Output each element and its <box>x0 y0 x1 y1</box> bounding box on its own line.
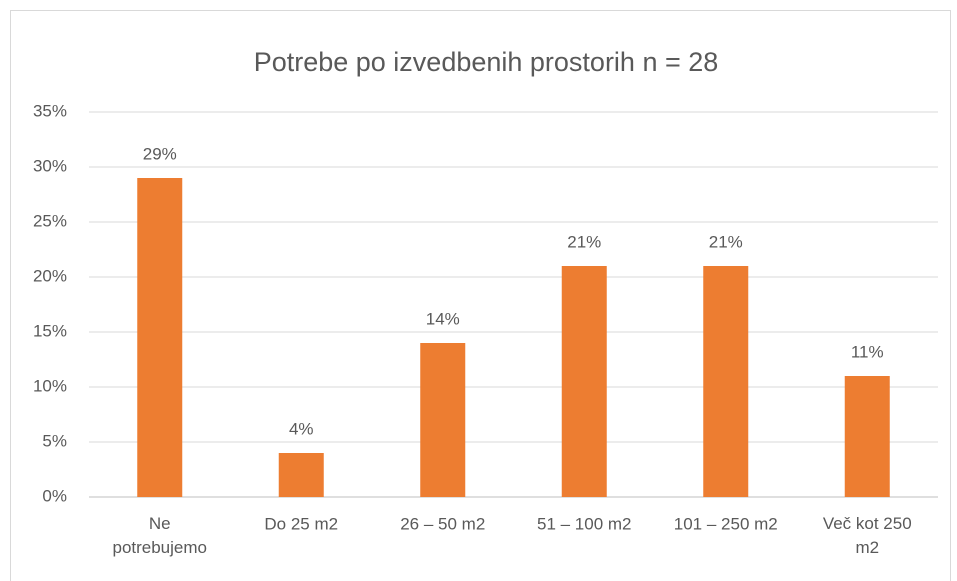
bar <box>703 266 749 497</box>
x-tick-label: 26 – 50 m2 <box>400 514 485 533</box>
x-tick-label: 101 – 250 m2 <box>674 514 778 533</box>
y-tick-label: 25% <box>33 211 67 230</box>
bar <box>561 266 607 497</box>
chart-title: Potrebe po izvedbenih prostorih n = 28 <box>254 47 719 77</box>
bar <box>420 343 466 497</box>
data-label: 21% <box>709 232 743 251</box>
y-tick-label: 10% <box>33 376 67 395</box>
y-tick-label: 20% <box>33 266 67 285</box>
x-tick-label: Več kot 250 m2 <box>823 514 912 557</box>
y-tick-label: 5% <box>42 431 67 450</box>
y-tick-label: 15% <box>33 321 67 340</box>
x-tick-label: 51 – 100 m2 <box>537 514 632 533</box>
y-tick-label: 30% <box>33 156 67 175</box>
x-tick-label: Do 25 m2 <box>264 514 338 533</box>
y-tick-label: 0% <box>42 486 67 505</box>
data-label: 4% <box>289 419 314 438</box>
y-tick-label: 35% <box>33 101 67 120</box>
data-label: 29% <box>143 144 177 163</box>
bar <box>137 178 183 497</box>
bar <box>844 376 890 497</box>
data-label: 14% <box>426 309 460 328</box>
data-label: 11% <box>851 342 884 361</box>
bar <box>278 453 324 497</box>
data-label: 21% <box>567 232 601 251</box>
x-tick-label: Ne potrebujemo <box>112 514 207 557</box>
